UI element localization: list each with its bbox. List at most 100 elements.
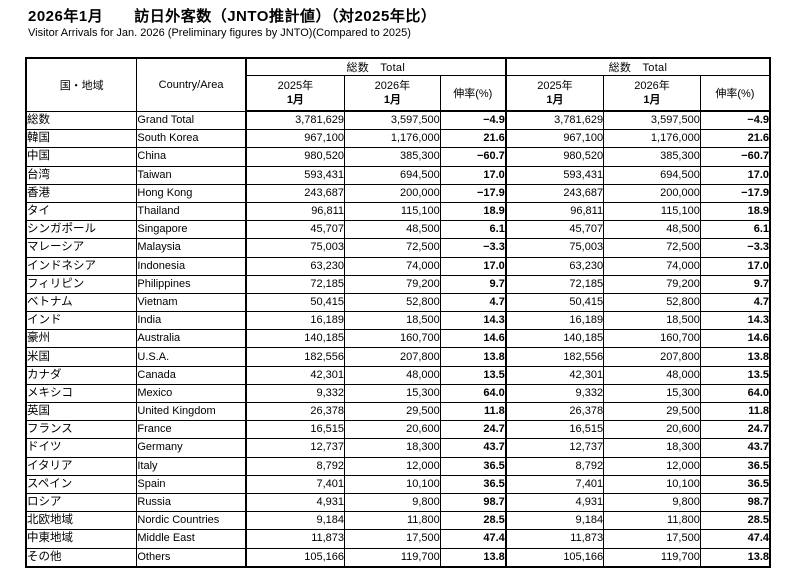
- value-2026-left: 11,800: [344, 511, 441, 531]
- month-label: 1月: [643, 94, 661, 106]
- growth-rate-right: 14.3: [699, 311, 771, 331]
- value-2026-right: 29,500: [603, 401, 701, 422]
- growth-rate-right: 28.5: [699, 511, 771, 531]
- value-2026-right: 12,000: [603, 456, 701, 476]
- table-row: 豪州 Australia 140,185 160,700 14.6 140,18…: [25, 329, 771, 349]
- header-growth-right: 伸率(%): [699, 75, 771, 112]
- value-2026-left: 79,200: [344, 274, 441, 294]
- value-2025-left: 182,556: [244, 347, 346, 367]
- header-country-jp: 国・地域: [25, 57, 138, 112]
- value-2026-right: 10,100: [603, 474, 701, 494]
- growth-rate-right: 98.7: [699, 492, 771, 513]
- country-name-jp: 台湾: [25, 165, 138, 185]
- value-2025-left: 12,737: [244, 438, 346, 458]
- value-2026-left: 119,700: [344, 547, 441, 568]
- value-2025-left: 140,185: [244, 329, 346, 349]
- country-name-jp: ベトナム: [25, 292, 138, 313]
- month-label: 1月: [383, 94, 401, 106]
- value-2026-left: 385,300: [344, 147, 441, 167]
- value-2026-right: 3,597,500: [603, 110, 701, 131]
- year-2025-label: 2025年: [537, 80, 573, 92]
- value-2026-right: 74,000: [603, 256, 701, 276]
- table-row: 香港 Hong Kong 243,687 200,000 −17.9 243,6…: [25, 183, 771, 203]
- country-name-jp: 香港: [25, 183, 138, 203]
- country-name-en: India: [136, 311, 247, 331]
- country-name-jp: タイ: [25, 201, 138, 222]
- country-name-jp: ロシア: [25, 492, 138, 513]
- growth-rate-right: 36.5: [699, 474, 771, 494]
- value-2026-left: 48,000: [344, 365, 441, 385]
- value-2025-right: 9,184: [504, 511, 605, 531]
- table-row: その他 Others 105,166 119,700 13.8 105,166 …: [25, 547, 771, 568]
- country-name-en: U.S.A.: [136, 347, 247, 367]
- year-2025-label: 2025年: [277, 80, 314, 92]
- value-2025-right: 11,873: [504, 529, 605, 549]
- value-2025-right: 26,378: [504, 401, 605, 422]
- country-name-en: Mexico: [136, 383, 247, 404]
- value-2025-left: 63,230: [244, 256, 346, 276]
- value-2025-left: 16,515: [244, 420, 346, 440]
- country-name-jp: 北欧地域: [25, 511, 138, 531]
- growth-rate-right: 6.1: [699, 220, 771, 240]
- table-row: ベトナム Vietnam 50,415 52,800 4.7 50,415 52…: [25, 292, 771, 313]
- table-row: スペイン Spain 7,401 10,100 36.5 7,401 10,10…: [25, 474, 771, 494]
- value-2025-right: 7,401: [504, 474, 605, 494]
- country-name-en: Italy: [136, 456, 247, 476]
- country-name-jp: カナダ: [25, 365, 138, 385]
- value-2026-right: 9,800: [603, 492, 701, 513]
- header-2025-jan-left: 2025年 1月: [244, 75, 346, 112]
- growth-rate-left: 13.8: [439, 347, 507, 367]
- value-2025-left: 16,189: [244, 311, 346, 331]
- country-name-jp: 英国: [25, 401, 138, 422]
- value-2026-left: 52,800: [344, 292, 441, 313]
- table-row: メキシコ Mexico 9,332 15,300 64.0 9,332 15,3…: [25, 383, 771, 404]
- growth-rate-left: 98.7: [439, 492, 507, 513]
- value-2025-left: 9,332: [244, 383, 346, 404]
- table-row: フィリピン Philippines 72,185 79,200 9.7 72,1…: [25, 274, 771, 294]
- value-2025-left: 9,184: [244, 511, 346, 531]
- value-2025-right: 45,707: [504, 220, 605, 240]
- value-2026-right: 200,000: [603, 183, 701, 203]
- country-name-en: United Kingdom: [136, 401, 247, 422]
- value-2025-right: 75,003: [504, 238, 605, 258]
- page-subtitle: Visitor Arrivals for Jan. 2026 (Prelimin…: [28, 27, 411, 39]
- value-2025-left: 980,520: [244, 147, 346, 167]
- value-2025-left: 50,415: [244, 292, 346, 313]
- country-name-en: Canada: [136, 365, 247, 385]
- value-2026-right: 1,176,000: [603, 129, 701, 149]
- country-name-jp: スペイン: [25, 474, 138, 494]
- table-row: カナダ Canada 42,301 48,000 13.5 42,301 48,…: [25, 365, 771, 385]
- country-name-jp: 中東地域: [25, 529, 138, 549]
- value-2026-right: 119,700: [603, 547, 701, 568]
- value-2026-left: 20,600: [344, 420, 441, 440]
- value-2026-left: 17,500: [344, 529, 441, 549]
- country-name-en: South Korea: [136, 129, 247, 149]
- value-2025-right: 4,931: [504, 492, 605, 513]
- country-name-jp: 中国: [25, 147, 138, 167]
- value-2025-left: 45,707: [244, 220, 346, 240]
- value-2025-left: 42,301: [244, 365, 346, 385]
- growth-rate-left: −17.9: [439, 183, 507, 203]
- table-row: インド India 16,189 18,500 14.3 16,189 18,5…: [25, 311, 771, 331]
- growth-rate-left: −4.9: [439, 110, 507, 131]
- page-title: 2026年1月 訪日外客数（JNTO推計値）（対2025年比）: [28, 8, 437, 25]
- value-2026-right: 11,800: [603, 511, 701, 531]
- country-name-en: Nordic Countries: [136, 511, 247, 531]
- year-2026-label: 2026年: [634, 80, 670, 92]
- value-2026-left: 18,500: [344, 311, 441, 331]
- growth-rate-left: −3.3: [439, 238, 507, 258]
- value-2026-right: 115,100: [603, 201, 701, 222]
- country-name-jp: インドネシア: [25, 256, 138, 276]
- growth-rate-right: 9.7: [699, 274, 771, 294]
- country-name-jp: 総数: [25, 110, 138, 131]
- value-2026-left: 18,300: [344, 438, 441, 458]
- growth-rate-left: 9.7: [439, 274, 507, 294]
- country-name-jp: ドイツ: [25, 438, 138, 458]
- country-name-en: Spain: [136, 474, 247, 494]
- header-2026-jan-right: 2026年 1月: [603, 75, 701, 112]
- value-2026-right: 207,800: [603, 347, 701, 367]
- value-2025-right: 63,230: [504, 256, 605, 276]
- month-label: 1月: [546, 94, 564, 106]
- table-row: 米国 U.S.A. 182,556 207,800 13.8 182,556 2…: [25, 347, 771, 367]
